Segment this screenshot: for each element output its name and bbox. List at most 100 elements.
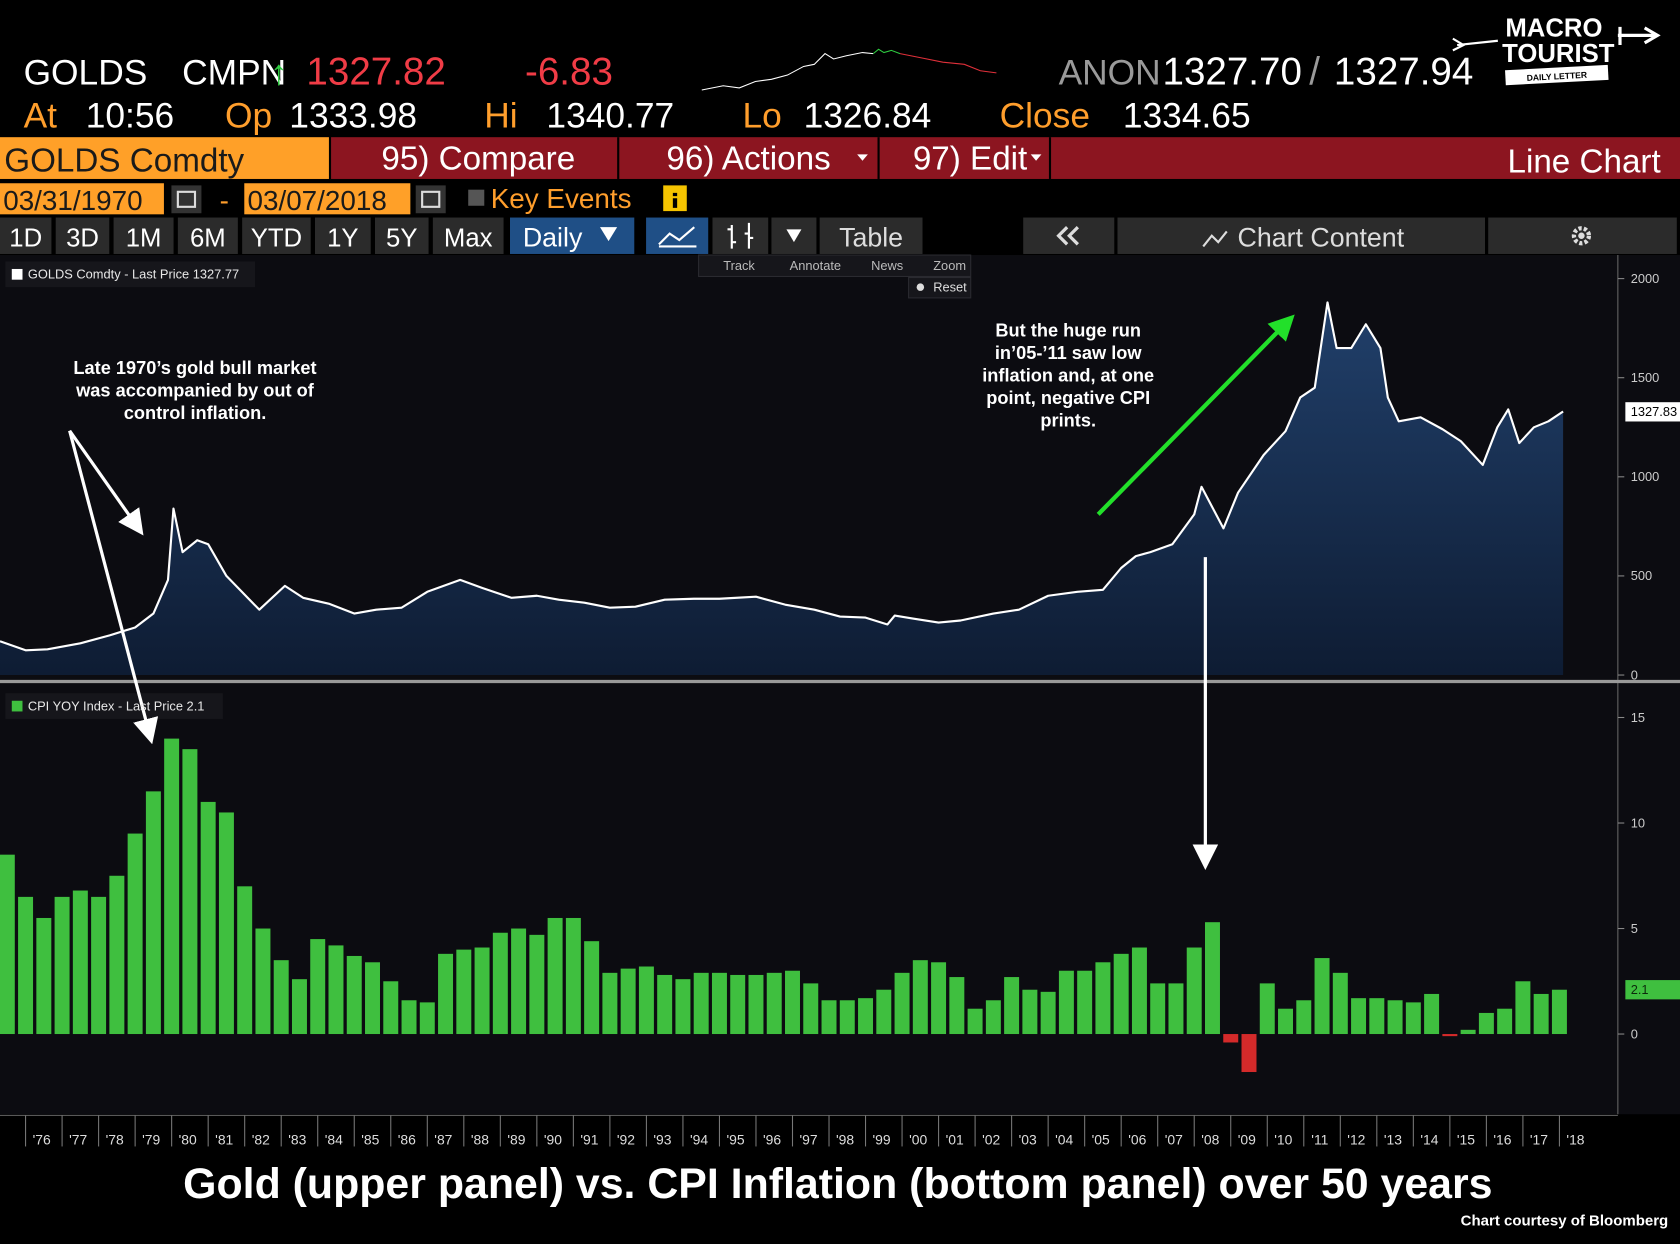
menu-button[interactable]: 96) Actions	[666, 140, 830, 177]
tool-button[interactable]: News	[871, 258, 903, 273]
security[interactable]: GOLDS Comdty	[4, 142, 244, 179]
period-label[interactable]: 3D	[66, 224, 99, 252]
x-tick-label: '10	[1274, 1131, 1292, 1147]
date-box[interactable]	[244, 183, 411, 215]
chart-content-button[interactable]	[1117, 217, 1486, 254]
period-label[interactable]: YTD	[251, 224, 302, 252]
period-button[interactable]	[177, 217, 238, 254]
close: 1334.65	[1123, 97, 1251, 136]
tool-button[interactable]: Annotate	[790, 258, 841, 273]
cpi-bar	[401, 1000, 417, 1035]
calendar-button[interactable]	[171, 185, 202, 214]
collapse-icon	[1056, 226, 1079, 246]
cpi-bar	[200, 801, 216, 1035]
last-value-tag	[1625, 980, 1680, 1000]
price-area	[0, 302, 1564, 676]
cpi-bar	[821, 1000, 837, 1035]
period-label[interactable]: 1M	[126, 224, 162, 252]
cpi-bar	[967, 1008, 983, 1035]
period-button[interactable]	[432, 217, 504, 254]
period-label[interactable]: 1D	[9, 224, 42, 252]
x-tick-label: '16	[1493, 1131, 1511, 1147]
cpi-bar	[1478, 1012, 1494, 1035]
table-label[interactable]: Table	[839, 222, 903, 252]
price: 1327.82	[306, 51, 445, 94]
ask: 1327.94	[1334, 51, 1473, 94]
x-tick-label: '12	[1347, 1131, 1365, 1147]
x-tick-label: '13	[1384, 1131, 1402, 1147]
open: 1333.98	[289, 97, 417, 136]
period-button[interactable]	[315, 217, 371, 254]
x-tick-label: '88	[471, 1131, 489, 1147]
table-button[interactable]	[819, 217, 923, 254]
cpi-bar	[839, 1000, 855, 1035]
cpi-bar	[474, 947, 490, 1035]
frequency-button[interactable]	[510, 217, 635, 254]
y-tick-label: 10	[1631, 815, 1645, 830]
y-tick-label: 5	[1631, 921, 1638, 936]
x-tick-label: '95	[726, 1131, 744, 1147]
period-button[interactable]	[113, 217, 174, 254]
line-chart-button[interactable]	[646, 217, 709, 254]
period-label[interactable]: Max	[444, 224, 493, 252]
y-tick-label: 1000	[1631, 469, 1660, 484]
source: CMPN	[182, 54, 286, 93]
x-tick-label: '90	[544, 1131, 562, 1147]
chart-content-icon	[1202, 230, 1228, 248]
period-label[interactable]: 5Y	[386, 224, 417, 252]
field-label: Op	[225, 97, 272, 136]
tool-button[interactable]: Zoom	[933, 258, 966, 273]
menu-button[interactable]: 95) Compare	[381, 140, 575, 177]
calendar-icon	[176, 190, 197, 208]
reset-button[interactable]	[908, 277, 972, 299]
low: 1326.84	[804, 97, 932, 136]
calendar-button[interactable]	[415, 185, 446, 214]
last-value-tag	[1625, 402, 1680, 422]
date-box[interactable]	[0, 183, 164, 215]
x-tick-label: '78	[106, 1131, 124, 1147]
end-date[interactable]: 03/07/2018	[247, 185, 386, 216]
period-button[interactable]	[375, 217, 429, 254]
cpi-bar	[1442, 1034, 1458, 1037]
start-date[interactable]: 03/31/1970	[3, 185, 142, 216]
x-tick-label: '93	[653, 1131, 671, 1147]
menu-button[interactable]: 97) Edit	[913, 140, 1027, 177]
cpi-bar	[949, 977, 965, 1035]
cpi-bar	[912, 960, 928, 1035]
time: 10:56	[86, 97, 174, 136]
key-events[interactable]: Key Events	[491, 183, 632, 214]
cpi-bar	[310, 939, 326, 1035]
cpi-bar	[255, 928, 271, 1035]
frequency[interactable]: Daily	[523, 222, 583, 252]
x-tick-label: '18	[1566, 1131, 1584, 1147]
legend-box	[5, 261, 255, 288]
period-button[interactable]	[55, 217, 110, 254]
cpi-bar	[1296, 1000, 1312, 1035]
period-button[interactable]	[242, 217, 311, 254]
up-arrow: ↑	[270, 54, 288, 93]
cpi-bar	[182, 749, 198, 1035]
period-button[interactable]	[0, 217, 52, 254]
annotation: But the huge run	[995, 320, 1141, 340]
chart-content-label[interactable]: Chart Content	[1238, 222, 1405, 252]
reset-label[interactable]: Reset	[933, 279, 967, 294]
bar-chart-button[interactable]	[712, 217, 769, 254]
annotation: inflation and, at one	[982, 365, 1154, 385]
checkbox[interactable]	[468, 189, 485, 206]
period-label[interactable]: 6M	[190, 224, 226, 252]
field-label: Hi	[484, 97, 517, 136]
cpi-bar	[365, 962, 380, 1035]
cpi-bar	[565, 917, 581, 1035]
period-label[interactable]: 1Y	[327, 224, 358, 252]
x-tick-label: '01	[946, 1131, 964, 1147]
x-tick-label: '85	[361, 1131, 379, 1147]
annotation: Late 1970’s gold bull market	[73, 358, 316, 378]
cpi-bar	[931, 962, 947, 1035]
annotation: control inflation.	[124, 403, 267, 423]
annotation: was accompanied by out of	[75, 380, 315, 400]
dropdown-icon	[786, 229, 802, 243]
cpi-bar	[1460, 1029, 1476, 1035]
tool-button[interactable]: Track	[723, 258, 755, 273]
cpi-bar	[1131, 947, 1147, 1035]
cpi-bar	[1533, 993, 1549, 1035]
